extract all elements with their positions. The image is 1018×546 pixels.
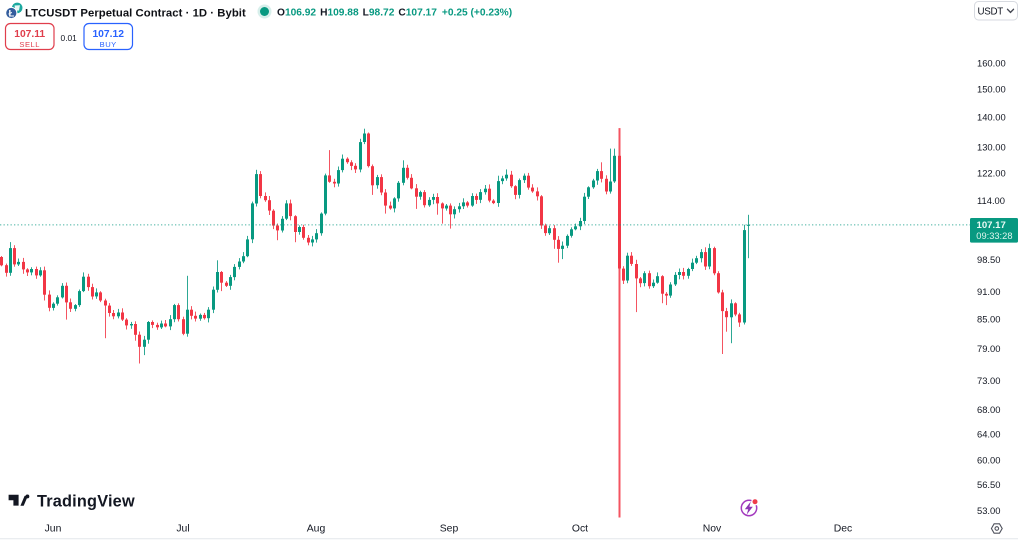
svg-text:114.00: 114.00 [977, 195, 1005, 206]
svg-text:Aug: Aug [307, 524, 326, 535]
svg-text:140.00: 140.00 [977, 112, 1006, 123]
svg-text:79.00: 79.00 [977, 343, 1000, 354]
svg-text:Oct: Oct [572, 524, 588, 535]
svg-text:Nov: Nov [703, 524, 722, 535]
svg-text:56.50: 56.50 [977, 479, 1000, 490]
svg-text:TradingView: TradingView [37, 492, 135, 510]
svg-text:85.00: 85.00 [977, 314, 1000, 325]
svg-text:160.00: 160.00 [977, 58, 1006, 69]
svg-text:122.00: 122.00 [977, 167, 1006, 178]
svg-text:130.00: 130.00 [977, 142, 1006, 153]
svg-text:150.00: 150.00 [977, 84, 1006, 95]
svg-text:SELL: SELL [19, 40, 40, 49]
svg-text:LTCUSDT Perpetual Contract · 1: LTCUSDT Perpetual Contract · 1D · Bybit [25, 7, 246, 19]
svg-text:Jun: Jun [45, 524, 62, 535]
svg-text:91.00: 91.00 [977, 286, 1000, 297]
svg-text:73.00: 73.00 [977, 375, 1000, 386]
svg-text:Dec: Dec [834, 524, 852, 535]
svg-text:09:33:28: 09:33:28 [976, 231, 1012, 241]
svg-text:60.00: 60.00 [977, 455, 1000, 466]
svg-text:USDT: USDT [978, 6, 1004, 17]
svg-text:0.01: 0.01 [61, 33, 78, 43]
svg-text:68.00: 68.00 [977, 404, 1000, 415]
svg-text:Ł: Ł [8, 8, 14, 19]
svg-text:107.11: 107.11 [14, 29, 45, 40]
svg-text:98.50: 98.50 [977, 254, 1000, 265]
svg-text:Jul: Jul [176, 524, 189, 535]
svg-text:BUY: BUY [100, 40, 117, 49]
svg-text:107.17: 107.17 [977, 220, 1006, 231]
svg-text:53.00: 53.00 [977, 505, 1000, 516]
svg-text:107.12: 107.12 [92, 29, 124, 40]
svg-text:64.00: 64.00 [977, 428, 1000, 439]
svg-text:Sep: Sep [440, 524, 459, 535]
